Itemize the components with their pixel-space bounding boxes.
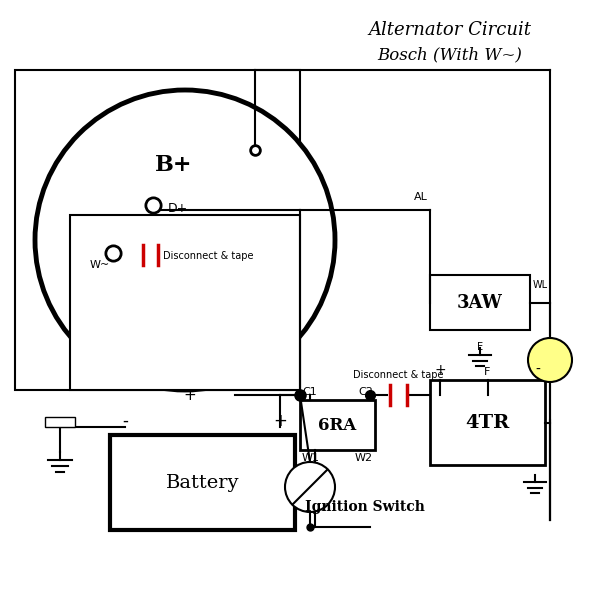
Text: D+: D+ xyxy=(168,202,188,214)
Text: Battery: Battery xyxy=(166,473,239,491)
Text: W2: W2 xyxy=(355,453,373,463)
Text: Alternator Circuit: Alternator Circuit xyxy=(368,21,532,39)
Text: +: + xyxy=(435,363,446,377)
Text: W1: W1 xyxy=(302,453,320,463)
Text: Disconnect & tape: Disconnect & tape xyxy=(163,251,254,261)
Text: F: F xyxy=(484,367,491,377)
Circle shape xyxy=(35,90,335,390)
Bar xyxy=(110,435,295,530)
Text: C1: C1 xyxy=(302,387,317,397)
Text: Ignition Switch: Ignition Switch xyxy=(305,500,425,514)
Bar xyxy=(430,275,530,330)
Text: Bosch (With W~): Bosch (With W~) xyxy=(377,46,523,64)
Text: C2: C2 xyxy=(358,387,373,397)
Bar xyxy=(300,400,375,450)
Text: -: - xyxy=(122,412,128,430)
Text: Disconnect & tape: Disconnect & tape xyxy=(353,370,444,380)
Text: -: - xyxy=(535,363,540,377)
Text: +: + xyxy=(273,412,287,430)
Text: AL: AL xyxy=(414,192,428,202)
Circle shape xyxy=(285,462,335,512)
Bar xyxy=(15,70,300,390)
Circle shape xyxy=(528,338,572,382)
Text: WL: WL xyxy=(533,280,548,290)
Text: 3AW: 3AW xyxy=(457,293,503,311)
Text: E: E xyxy=(477,342,483,352)
Bar xyxy=(430,380,545,465)
Text: +: + xyxy=(184,389,196,403)
Text: W~: W~ xyxy=(90,260,110,270)
Text: 6RA: 6RA xyxy=(319,416,356,433)
Text: B+: B+ xyxy=(155,154,193,176)
Bar xyxy=(70,215,300,390)
Text: 4TR: 4TR xyxy=(466,413,509,431)
Bar xyxy=(45,417,75,427)
